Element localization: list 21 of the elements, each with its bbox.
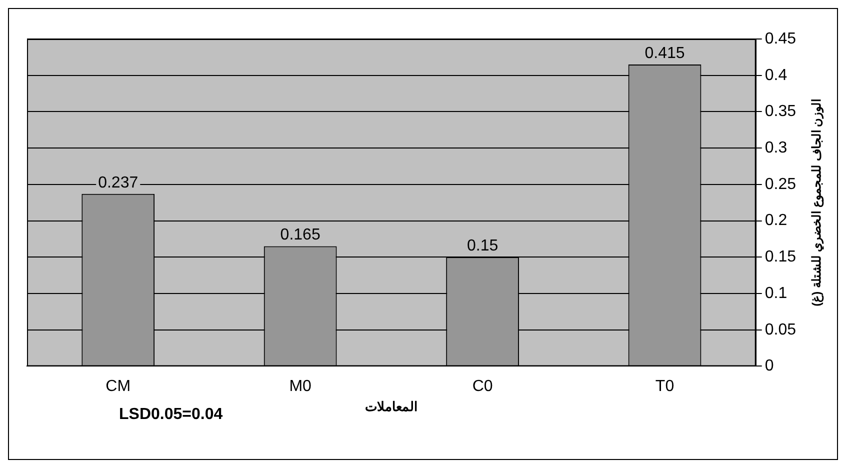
y-tick-label: 0.2 (764, 212, 788, 230)
data-label: 0.237 (98, 174, 138, 192)
data-label: 0.15 (466, 238, 498, 255)
y-tick-label: 0.25 (764, 176, 796, 193)
x-tick-label: M0 (289, 378, 312, 396)
y-tick-label: 0.05 (764, 321, 796, 338)
y-tick-label: 0.15 (764, 248, 796, 266)
x-tick-label: C0 (472, 378, 493, 396)
y-axis-title: الوزن الجاف للمجموع الخضري للشتلة (غ) (809, 98, 824, 306)
x-tick-label: T0 (655, 378, 674, 396)
data-label: 0.165 (280, 226, 320, 244)
y-tick-label: 0.1 (764, 284, 788, 302)
y-tick-label: 0.3 (764, 139, 788, 156)
x-tick-label: CM (106, 378, 131, 396)
x-axis-title: المعاملات (364, 398, 418, 414)
y-tick-label: 0 (764, 358, 774, 375)
y-tick-label: 0.45 (764, 30, 796, 48)
text: LSD0.05=0.04 (119, 406, 223, 424)
y-tick-label: 0.4 (764, 66, 788, 84)
data-label: 0.415 (644, 44, 685, 62)
y-tick-label: 0.35 (764, 103, 796, 120)
